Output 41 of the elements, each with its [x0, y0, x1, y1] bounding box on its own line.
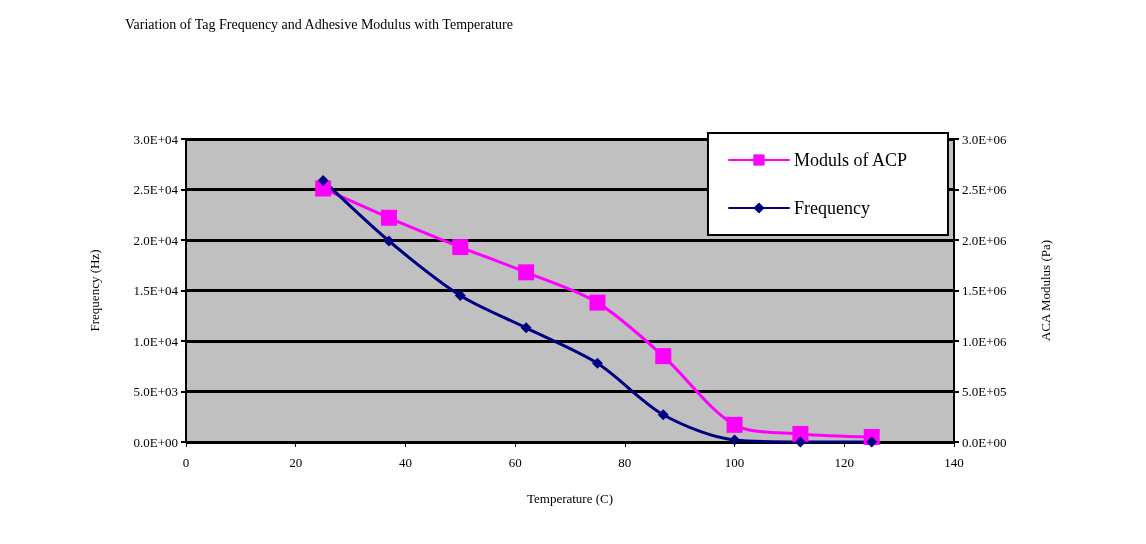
point [452, 239, 469, 256]
point [317, 174, 329, 186]
point [380, 209, 397, 226]
point [589, 294, 606, 311]
y2-axis-title: ACA Modulus (Pa) [1038, 239, 1053, 342]
point [591, 357, 603, 369]
legend-label: Frequency [793, 198, 870, 218]
point [657, 409, 669, 421]
y2-tick-label: 2.5E+06 [962, 182, 1008, 197]
y2-tick-label: 3.0E+06 [962, 131, 1008, 147]
x-axis-title: Temperature (C) [526, 491, 614, 506]
y2-tick-label: 0.0E+00 [962, 434, 1007, 450]
y2-tick-label: 5.0E+05 [962, 384, 1007, 399]
x-tick-label: 100 [724, 455, 745, 470]
y-tick-label: 5.0E+03 [133, 384, 178, 399]
y-tick-label: 2.0E+04 [133, 232, 179, 248]
point [383, 235, 395, 247]
x-tick-label: 20 [289, 455, 303, 470]
x-tick-label: 0 [182, 455, 190, 470]
x-tick-label: 120 [834, 455, 855, 470]
y-tick-label: 0.0E+00 [133, 434, 178, 450]
chart-title: Variation of Tag Frequency and Adhesive Modulus with Temperature [125, 16, 513, 32]
y-tick-label: 2.5E+04 [133, 182, 179, 197]
y2-tick-label: 2.0E+06 [962, 232, 1008, 248]
point [454, 290, 466, 302]
x-tick-label: 140 [944, 455, 964, 470]
x-tick-label: 60 [508, 455, 522, 470]
point [655, 348, 672, 365]
y-tick-label: 1.0E+04 [133, 333, 179, 349]
x-tick-label: 80 [618, 455, 632, 470]
x-tick-label: 40 [398, 455, 412, 470]
point [518, 264, 535, 281]
y-tick-label: 1.5E+04 [133, 283, 179, 298]
legend-label: Moduls of ACP [793, 150, 908, 170]
point [520, 322, 532, 334]
y2-tick-label: 1.5E+06 [962, 283, 1008, 298]
y-axis-title: Frequency (Hz) [87, 249, 102, 332]
y-tick-label: 3.0E+04 [133, 131, 179, 147]
y2-tick-label: 1.0E+06 [962, 333, 1008, 349]
point [726, 416, 743, 433]
point [794, 436, 806, 448]
